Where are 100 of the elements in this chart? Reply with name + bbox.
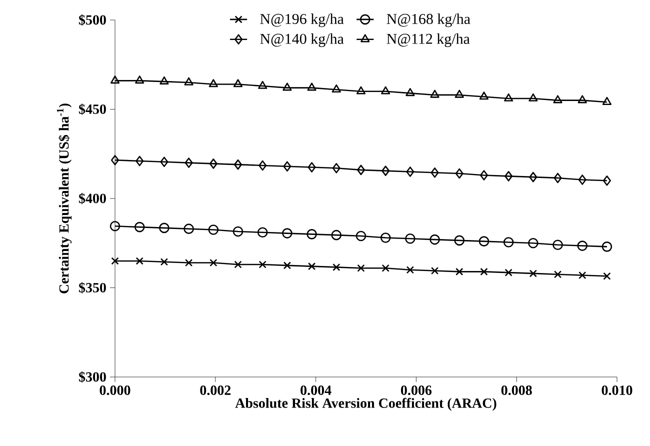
x-axis-title: Absolute Risk Aversion Coefficient (ARAC): [235, 398, 496, 411]
y-tick-label: $500: [78, 14, 106, 26]
y-tick-label: $450: [78, 104, 106, 115]
point: [160, 258, 168, 266]
point: [258, 80, 268, 89]
point: [134, 222, 145, 232]
point: [553, 95, 562, 104]
point: [382, 264, 390, 272]
point: [160, 76, 169, 84]
y-tick-label: $400: [78, 192, 106, 204]
point: [578, 174, 586, 185]
point: [479, 92, 489, 100]
point: [454, 235, 465, 246]
point: [282, 228, 292, 238]
point: [331, 230, 342, 240]
x-tick-label: 0.008: [501, 386, 532, 396]
point: [332, 263, 340, 272]
point: [110, 76, 120, 84]
point: [602, 96, 612, 105]
point: [455, 168, 464, 179]
point: [602, 242, 612, 252]
point: [554, 270, 562, 278]
point: [577, 240, 588, 251]
point: [234, 260, 242, 268]
point: [430, 234, 440, 245]
point: [283, 262, 292, 270]
point: [111, 257, 119, 265]
point: [257, 227, 268, 238]
point: [504, 171, 513, 182]
point: [135, 76, 144, 84]
legend-label: N@168 kg/ha: [386, 13, 470, 28]
point: [332, 84, 341, 93]
point: [430, 90, 440, 98]
point: [184, 224, 194, 234]
point: [308, 262, 316, 270]
point: [210, 258, 218, 267]
point: [136, 257, 144, 265]
point: [184, 77, 194, 86]
legend-label: N@112 kg/ha: [386, 33, 470, 48]
x-tick-label: 0.002: [200, 386, 231, 396]
point: [603, 272, 611, 280]
point: [356, 164, 366, 176]
point: [208, 79, 218, 88]
point: [456, 268, 464, 276]
point: [554, 172, 562, 184]
point: [184, 158, 193, 168]
point: [602, 175, 611, 186]
point: [406, 266, 414, 274]
y-axis-title: Certainty Equivalent (US$ ha$^{-1}$): [56, 104, 72, 294]
point: [357, 264, 365, 272]
point: [578, 271, 586, 280]
point: [258, 260, 266, 268]
point: [160, 156, 168, 168]
point: [381, 86, 390, 94]
point: [578, 95, 587, 104]
point: [356, 230, 366, 242]
point: [405, 234, 416, 244]
point: [159, 222, 170, 234]
point: [454, 90, 464, 98]
x-tick-label: 0.010: [602, 386, 632, 396]
point: [504, 93, 514, 102]
point: [430, 266, 439, 275]
x-tick-label: 0.000: [100, 386, 130, 396]
x-tick-label: 0.006: [400, 386, 432, 396]
point: [283, 161, 292, 172]
point: [528, 238, 538, 248]
point: [480, 268, 488, 276]
legend-label: N@140 kg/ha: [260, 33, 344, 48]
point: [282, 82, 292, 91]
point: [110, 154, 120, 166]
x-tick-label: 0.004: [300, 386, 332, 396]
point: [136, 156, 144, 166]
point: [380, 232, 391, 243]
point: [209, 158, 218, 169]
point: [503, 237, 514, 248]
point: [184, 258, 193, 267]
point: [406, 166, 414, 177]
y-tick-label: $350: [78, 282, 106, 294]
point: [233, 79, 243, 88]
legend-label: N@196 kg/ha: [260, 13, 344, 28]
point: [529, 172, 538, 182]
point: [110, 221, 120, 232]
point: [529, 270, 537, 278]
point: [332, 162, 340, 174]
point: [307, 82, 316, 91]
point: [382, 166, 390, 176]
point: [258, 160, 267, 171]
point: [234, 159, 242, 170]
point: [528, 93, 538, 102]
point: [308, 162, 316, 172]
point: [306, 229, 317, 240]
point: [208, 224, 219, 235]
y-tick-label: $300: [78, 371, 106, 383]
point: [356, 86, 366, 94]
point: [232, 226, 244, 237]
point: [430, 167, 439, 178]
point: [552, 240, 563, 250]
point: [480, 170, 488, 180]
point: [504, 268, 512, 276]
point: [406, 88, 415, 96]
